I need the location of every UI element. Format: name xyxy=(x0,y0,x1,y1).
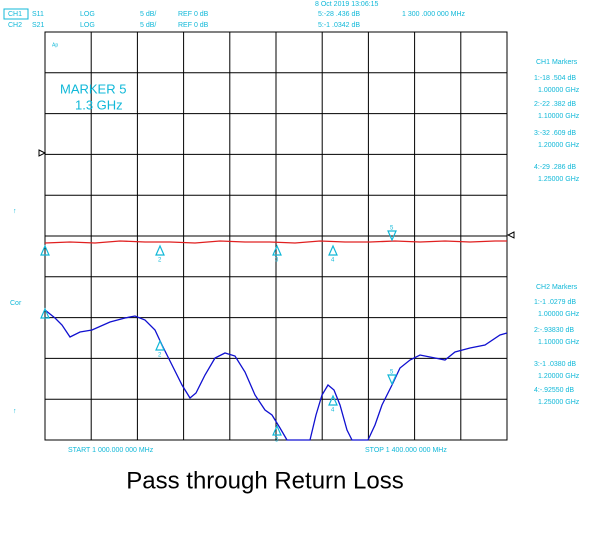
marker-freq: 1 300 .000 000 MHz xyxy=(402,11,466,18)
trace-marker xyxy=(272,244,282,256)
marker-annotation: MARKER 5 xyxy=(60,81,126,96)
trace-marker xyxy=(272,424,282,436)
datetime: 8 Oct 2019 13:06:15 xyxy=(315,1,379,8)
readout: 5:-28 .436 dB xyxy=(318,11,360,18)
marker-value: 1:-18 .504 dB xyxy=(534,75,576,82)
trace-marker-label: 4 xyxy=(331,258,335,264)
trace-marker xyxy=(387,374,397,386)
ref-arrow: ↑ xyxy=(13,408,17,415)
marker-freq: 1.10000 GHz xyxy=(538,113,580,120)
cor-label: Cor xyxy=(10,300,22,307)
marker-freq: 1.25000 GHz xyxy=(538,176,580,183)
marker-freq: 1.00000 GHz xyxy=(538,87,580,94)
marker-value: 2:-.93830 dB xyxy=(534,327,574,334)
trace-marker-label: 5 xyxy=(390,226,394,232)
ref-pointer xyxy=(38,149,47,157)
format: LOG xyxy=(80,11,95,18)
caption: Pass through Return Loss xyxy=(126,467,404,494)
ref-arrow: ↑ xyxy=(13,208,17,215)
marker-value: 4:-.92550 dB xyxy=(534,387,574,394)
trace-marker xyxy=(387,230,397,242)
trace-marker xyxy=(328,394,338,406)
readout: 5:-1 .0342 dB xyxy=(318,22,360,29)
ap-label: Ap xyxy=(52,42,58,48)
trace-marker xyxy=(155,339,165,351)
trace-marker-label: 3 xyxy=(275,438,279,444)
start-freq: START 1 000.000 000 MHz xyxy=(68,447,154,454)
marker-value: 2:-22 .382 dB xyxy=(534,101,576,108)
trace-marker-label: 2 xyxy=(158,258,162,264)
format: LOG xyxy=(80,22,95,29)
param: S11 xyxy=(32,11,44,18)
ref: REF 0 dB xyxy=(178,11,209,18)
ref-pointer xyxy=(506,231,515,239)
marker-freq: 1.20000 GHz xyxy=(538,373,580,380)
trace-marker-label: 3 xyxy=(275,258,279,264)
marker-value: 3:-1 .0380 dB xyxy=(534,361,576,368)
scale: 5 dB/ xyxy=(140,22,156,29)
scale: 5 dB/ xyxy=(140,11,156,18)
trace-marker-label: 2 xyxy=(158,353,162,359)
marker-list-title: CH2 Markers xyxy=(536,284,578,291)
trace-marker-label: 4 xyxy=(331,408,335,414)
trace-marker-label: 5 xyxy=(390,370,394,376)
marker-value: 4:-29 .286 dB xyxy=(534,164,576,171)
trace-marker xyxy=(155,244,165,256)
marker-freq: 1.25000 GHz xyxy=(538,399,580,406)
grid xyxy=(44,31,508,441)
param: S21 xyxy=(32,22,45,29)
ref: REF 0 dB xyxy=(178,22,209,29)
marker-freq-annotation: 1.3 GHz xyxy=(75,97,123,112)
channel: CH2 xyxy=(8,22,22,29)
marker-value: 1:-1 .0279 dB xyxy=(534,299,576,306)
trace-marker xyxy=(40,307,50,319)
channel: CH1 xyxy=(8,11,22,18)
stop-freq: STOP 1 400.000 000 MHz xyxy=(365,447,447,454)
trace-marker xyxy=(40,244,50,256)
trace-marker xyxy=(328,244,338,256)
marker-freq: 1.00000 GHz xyxy=(538,311,580,318)
s11-trace xyxy=(44,309,508,441)
marker-value: 3:-32 .609 dB xyxy=(534,130,576,137)
marker-list-title: CH1 Markers xyxy=(536,59,578,66)
marker-freq: 1.20000 GHz xyxy=(538,142,580,149)
ch1-box xyxy=(3,8,29,20)
marker-freq: 1.10000 GHz xyxy=(538,339,580,346)
s21-trace xyxy=(44,240,507,244)
